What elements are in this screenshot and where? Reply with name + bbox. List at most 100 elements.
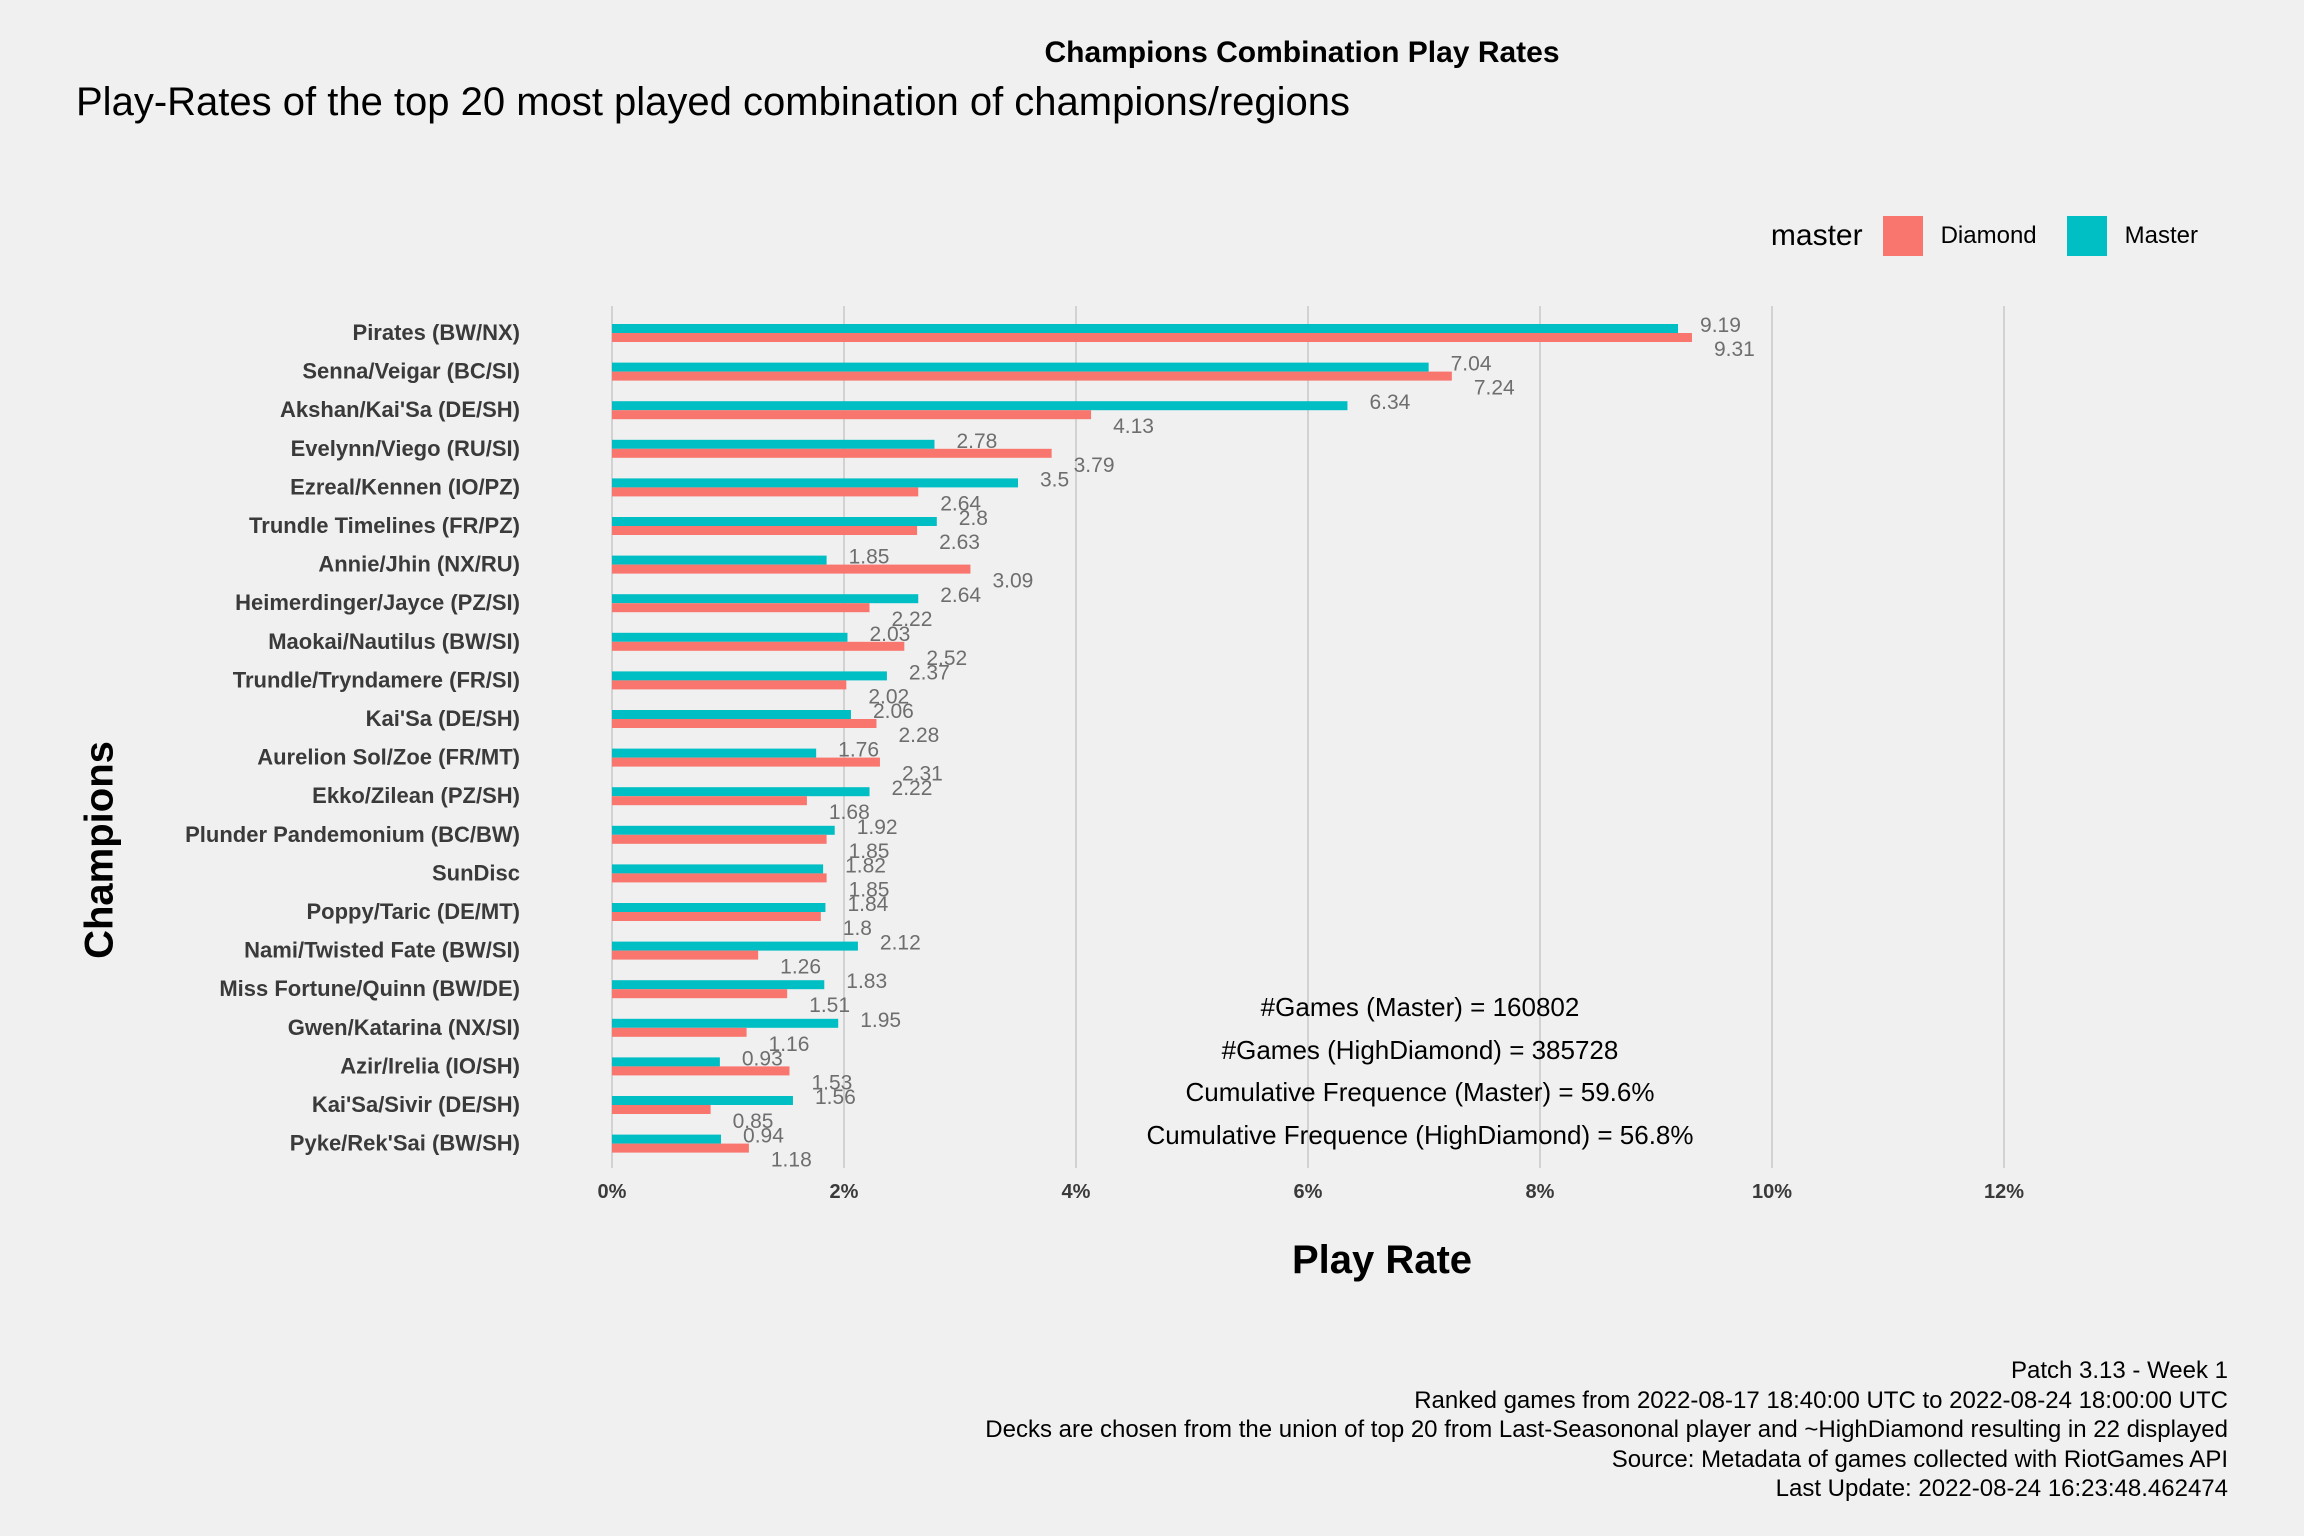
y-tick-label: Poppy/Taric (DE/MT) (307, 899, 521, 924)
x-tick-label: 8% (1526, 1181, 1555, 1203)
bar-diamond (612, 951, 758, 960)
y-tick-label: Nami/Twisted Fate (BW/SI) (244, 938, 520, 963)
x-tick-label: 0% (598, 1181, 627, 1203)
bar-diamond (612, 989, 787, 998)
y-tick-label: Kai'Sa (DE/SH) (366, 706, 520, 731)
bar-diamond (612, 758, 880, 767)
bar-diamond (612, 410, 1091, 419)
bar-master (612, 324, 1678, 333)
y-tick-label: Heimerdinger/Jayce (PZ/SI) (235, 590, 520, 615)
y-tick-label: Trundle Timelines (FR/PZ) (249, 513, 520, 538)
data-label-master: 7.04 (1451, 353, 1492, 376)
caption: Patch 3.13 - Week 1 Ranked games from 20… (985, 1356, 2228, 1504)
data-label-diamond: 1.51 (809, 994, 850, 1017)
bar-chart: 0% 2% 4% 6% 8% 10% 12% Pirates (BW/NX) 9.199.31 S… (0, 0, 2304, 1536)
caption-deck-selection: Decks are chosen from the union of top 2… (985, 1415, 2228, 1445)
bar-master (612, 980, 824, 989)
data-label-master: 1.84 (847, 893, 888, 916)
bar-diamond (612, 372, 1452, 381)
y-tick-label: Azir/Irelia (IO/SH) (340, 1053, 520, 1078)
bar-master (612, 556, 827, 565)
bar-master (612, 440, 934, 449)
bar-master (612, 363, 1429, 372)
stat-cumfreq-highdiamond: Cumulative Frequence (HighDiamond) = 56.… (1147, 1114, 1694, 1157)
caption-date-range: Ranked games from 2022-08-17 18:40:00 UT… (985, 1386, 2228, 1416)
bar-master (612, 594, 918, 603)
stats-annotation: #Games (Master) = 160802 #Games (HighDia… (1147, 986, 1694, 1156)
bar-diamond (612, 487, 918, 496)
data-label-master: 1.95 (860, 1009, 901, 1032)
caption-source: Source: Metadata of games collected with… (985, 1445, 2228, 1475)
y-tick-label: Aurelion Sol/Zoe (FR/MT) (257, 745, 520, 770)
bar-master (612, 826, 835, 835)
bar-master (612, 710, 851, 719)
data-label-master: 2.64 (940, 584, 981, 607)
data-label-diamond: 4.13 (1113, 415, 1154, 438)
bar-diamond (612, 1144, 749, 1153)
bar-diamond (612, 680, 846, 689)
x-tick-label: 4% (1062, 1181, 1091, 1203)
data-label-diamond: 2.28 (898, 724, 939, 747)
data-label-master: 1.83 (846, 970, 887, 993)
bar-diamond (612, 333, 1692, 342)
stat-cumfreq-master: Cumulative Frequence (Master) = 59.6% (1147, 1071, 1694, 1114)
y-tick-label: SunDisc (432, 860, 520, 885)
y-tick-label: Ekko/Zilean (PZ/SH) (312, 783, 520, 808)
bar-master (612, 1135, 721, 1144)
y-tick-label: Akshan/Kai'Sa (DE/SH) (280, 397, 520, 422)
data-label-master: 1.56 (815, 1086, 856, 1109)
data-label-master: 1.82 (845, 854, 886, 877)
stat-games-master: #Games (Master) = 160802 (1147, 986, 1694, 1029)
data-label-diamond: 3.79 (1074, 454, 1115, 477)
bar-master (612, 633, 847, 642)
bar-diamond (612, 796, 807, 805)
data-label-master: 9.19 (1700, 314, 1741, 337)
bar-diamond (612, 1105, 711, 1114)
data-label-diamond: 7.24 (1474, 377, 1515, 400)
y-tick-label: Pirates (BW/NX) (353, 320, 520, 345)
bar-diamond (612, 642, 904, 651)
x-tick-label: 6% (1294, 1181, 1323, 1203)
data-label-diamond: 1.18 (771, 1149, 812, 1172)
bar-master (612, 401, 1347, 410)
y-tick-label: Miss Fortune/Quinn (BW/DE) (219, 976, 520, 1001)
bar-master (612, 787, 870, 796)
data-label-diamond: 9.31 (1714, 338, 1755, 361)
data-label-master: 2.22 (892, 777, 933, 800)
bar-master (612, 1019, 838, 1028)
caption-patch: Patch 3.13 - Week 1 (985, 1356, 2228, 1386)
y-tick-label: Maokai/Nautilus (BW/SI) (268, 629, 520, 654)
x-tick-label: 2% (830, 1181, 859, 1203)
data-label-master: 2.37 (909, 661, 950, 684)
data-label-diamond: 1.26 (780, 956, 821, 979)
bar-diamond (612, 912, 821, 921)
data-label-master: 0.94 (743, 1125, 784, 1148)
data-label-diamond: 3.09 (992, 570, 1033, 593)
y-tick-label: Ezreal/Kennen (IO/PZ) (290, 474, 520, 499)
caption-last-update: Last Update: 2022-08-24 16:23:48.462474 (985, 1474, 2228, 1504)
data-label-master: 6.34 (1369, 391, 1410, 414)
bar-master (612, 864, 823, 873)
x-tick-label: 10% (1752, 1181, 1792, 1203)
bar-diamond (612, 873, 827, 882)
y-tick-label: Annie/Jhin (NX/RU) (318, 552, 520, 577)
y-tick-label: Trundle/Tryndamere (FR/SI) (233, 667, 520, 692)
bar-diamond (612, 603, 870, 612)
bar-diamond (612, 1066, 789, 1075)
bar-diamond (612, 449, 1052, 458)
y-axis-title: Champions (78, 741, 123, 959)
data-label-diamond: 2.63 (939, 531, 980, 554)
stat-games-highdiamond: #Games (HighDiamond) = 385728 (1147, 1029, 1694, 1072)
x-tick-label: 12% (1984, 1181, 2024, 1203)
bar-master (612, 478, 1018, 487)
x-axis-title: Play Rate (0, 1238, 2304, 1283)
bar-master (612, 942, 858, 951)
y-tick-label: Plunder Pandemonium (BC/BW) (185, 822, 520, 847)
data-label-master: 2.12 (880, 932, 921, 955)
bar-master (612, 517, 937, 526)
y-tick-label: Gwen/Katarina (NX/SI) (288, 1015, 520, 1040)
data-label-master: 2.06 (873, 700, 914, 723)
y-tick-label: Evelynn/Viego (RU/SI) (291, 436, 520, 461)
y-tick-label: Kai'Sa/Sivir (DE/SH) (312, 1092, 520, 1117)
bar-diamond (612, 835, 827, 844)
